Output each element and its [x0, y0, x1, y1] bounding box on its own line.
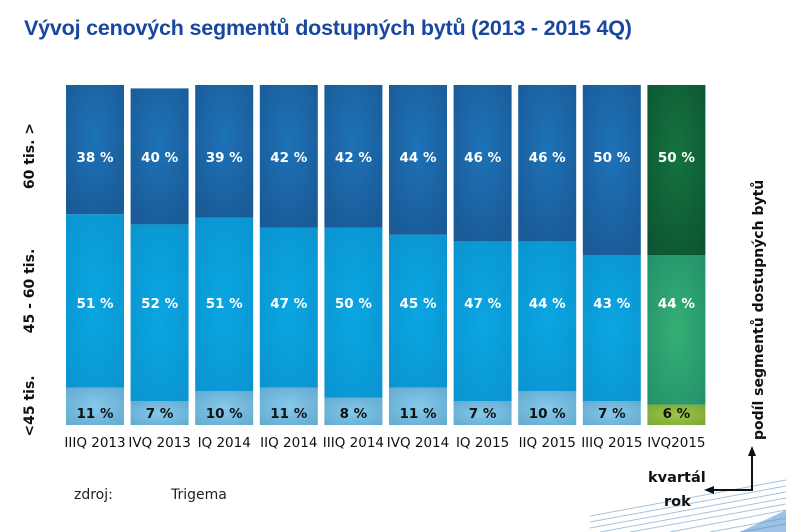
x-tick-label: IIQ 2015 — [519, 435, 576, 451]
bar-segment-mid — [324, 227, 383, 398]
axis-arrows-decoration — [590, 479, 786, 532]
data-label-high: 42 % — [270, 150, 307, 166]
source-label: zdroj: — [74, 487, 113, 503]
bar-segment-low — [647, 404, 706, 425]
x-tick-label: IIIQ 2015 — [581, 435, 642, 451]
bar-segment-mid — [66, 214, 124, 388]
x-tick-label: IVQ2015 — [647, 435, 705, 451]
bar-segment-low — [259, 387, 318, 425]
data-label-mid: 52 % — [141, 296, 178, 312]
bar-segment-high — [324, 85, 383, 228]
bar-segment-low — [195, 391, 254, 425]
data-label-mid: 50 % — [335, 296, 372, 312]
x-axis-label-year: rok — [664, 494, 691, 510]
bar-segment-mid — [130, 224, 189, 402]
x-tick-label: IIQ 2014 — [260, 435, 317, 451]
data-label-high: 38 % — [76, 150, 113, 166]
bar-segment-low — [582, 401, 641, 425]
data-label-low: 10 % — [206, 406, 243, 422]
bar-segment-low — [66, 387, 124, 425]
bar-segment-high — [195, 85, 254, 218]
data-label-high: 46 % — [529, 150, 566, 166]
axis-arrow-path — [712, 452, 753, 491]
data-label-low: 11 % — [76, 406, 113, 422]
data-label-high: 50 % — [658, 150, 695, 166]
bar-segment-mid — [259, 227, 318, 388]
data-label-low: 6 % — [663, 406, 691, 422]
data-label-mid: 45 % — [399, 296, 436, 312]
bar-segment-mid — [453, 241, 512, 402]
x-tick-label: IIIQ 2013 — [64, 435, 125, 451]
bar-segment-low — [130, 401, 189, 425]
data-label-low: 7 % — [146, 406, 174, 422]
bar-segment-high — [66, 85, 124, 215]
data-label-high: 39 % — [206, 150, 243, 166]
chart-title: Vývoj cenových segmentů dostupných bytů … — [24, 16, 632, 40]
bar-segment-mid — [389, 234, 447, 388]
bar-segment-low — [453, 401, 512, 425]
data-label-low: 8 % — [340, 406, 368, 422]
bar-segment-mid — [195, 217, 254, 391]
data-label-low: 10 % — [529, 406, 566, 422]
data-label-mid: 47 % — [270, 296, 307, 312]
data-label-high: 50 % — [593, 150, 630, 166]
data-label-low: 7 % — [598, 406, 626, 422]
data-label-low: 7 % — [469, 406, 497, 422]
bar-segment-high — [130, 88, 189, 225]
x-tick-label: IIIQ 2014 — [323, 435, 384, 451]
x-tick-label: IQ 2014 — [198, 435, 251, 451]
bar-segment-low — [389, 387, 447, 425]
bar-segment-high — [518, 85, 577, 242]
data-label-mid: 43 % — [593, 296, 630, 312]
data-label-high: 44 % — [399, 150, 436, 166]
data-label-mid: 44 % — [529, 296, 566, 312]
bar-segment-mid — [518, 241, 577, 391]
bar-segment-mid — [582, 255, 641, 402]
x-axis-label-quarter: kvartál — [648, 470, 706, 486]
bar-segment-high — [647, 85, 706, 255]
x-tick-label: IVQ 2014 — [387, 435, 450, 451]
data-label-high: 40 % — [141, 150, 178, 166]
bar-segment-high — [259, 85, 318, 228]
arrow-up-icon — [748, 446, 756, 456]
data-label-low: 11 % — [270, 406, 307, 422]
data-label-high: 42 % — [335, 150, 372, 166]
bar-segment-high — [582, 85, 641, 255]
bar-segment-mid — [647, 255, 706, 405]
source-value: Trigema — [171, 487, 227, 503]
data-label-mid: 51 % — [206, 296, 243, 312]
bar-segment-high — [453, 85, 512, 242]
x-tick-label: IVQ 2013 — [128, 435, 191, 451]
data-label-low: 11 % — [399, 406, 436, 422]
bar-segment-low — [324, 397, 383, 425]
data-label-mid: 44 % — [658, 296, 695, 312]
data-label-mid: 51 % — [76, 296, 113, 312]
arrow-left-icon — [704, 486, 714, 494]
bar-segment-low — [518, 391, 577, 425]
bar-segment-high — [389, 85, 447, 235]
data-label-mid: 47 % — [464, 296, 501, 312]
x-tick-label: IQ 2015 — [456, 435, 509, 451]
data-label-high: 46 % — [464, 150, 501, 166]
